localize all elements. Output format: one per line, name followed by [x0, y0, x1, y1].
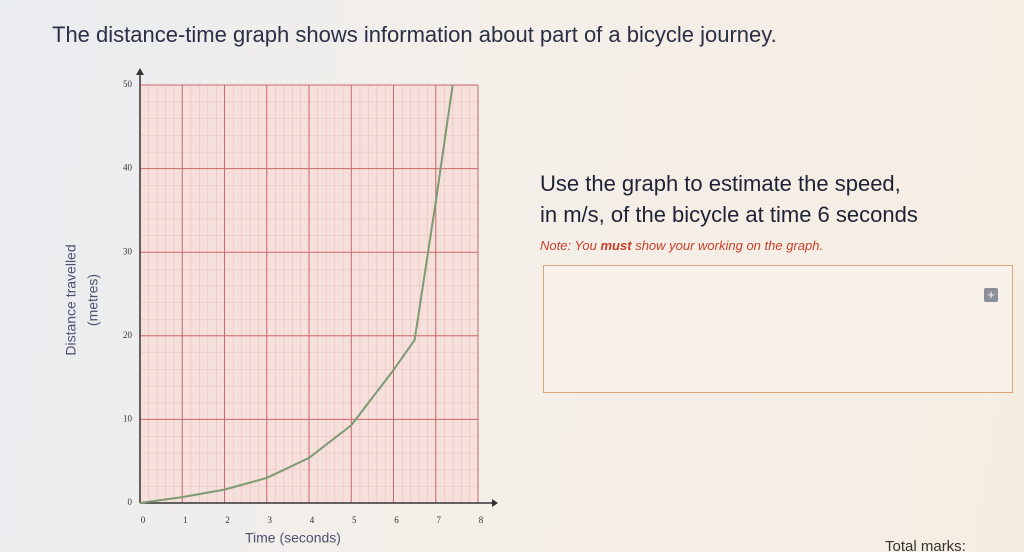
question: Use the graph to estimate the speed, in …: [540, 168, 918, 230]
total-marks: Total marks:: [885, 538, 966, 555]
x-tick-label: 4: [310, 515, 315, 525]
note: Note: You must show your working on the …: [540, 238, 823, 253]
expand-button[interactable]: +: [984, 288, 998, 302]
note-text: show your working on the graph.: [635, 238, 824, 253]
question-line: Use the graph to estimate the speed,: [540, 171, 901, 196]
y-tick-label: 50: [123, 79, 133, 89]
x-axis-arrow: [492, 499, 498, 507]
x-tick-label: 2: [225, 515, 230, 525]
graph: Time (seconds) Distance travelled (metre…: [63, 68, 498, 546]
curve: [139, 84, 454, 504]
y-tick-label: 20: [123, 330, 133, 340]
x-tick-label: 1: [183, 515, 188, 525]
y-tick-label: 30: [123, 246, 133, 256]
question-line: in m/s, of the bicycle at time 6 seconds: [540, 202, 918, 227]
y-axis-label: Distance travelled: [63, 244, 79, 355]
question-title: The distance-time graph shows informatio…: [52, 22, 777, 47]
y-axis-arrow: [136, 68, 144, 75]
x-tick-label: 3: [268, 515, 273, 525]
x-tick-label: 8: [479, 515, 484, 525]
x-tick-label: 5: [352, 515, 357, 525]
y-tick-label: 40: [123, 163, 133, 173]
x-tick-label: 0: [141, 515, 146, 525]
y-tick-label: 10: [123, 413, 133, 423]
x-tick-label: 7: [437, 515, 442, 525]
x-tick-label: 6: [394, 515, 399, 525]
x-axis-label: Time (seconds): [245, 530, 341, 546]
note-emphasis: must: [600, 238, 632, 253]
y-axis-label: (metres): [85, 274, 101, 326]
note-text: Note: You: [540, 238, 597, 253]
y-tick-label: 0: [128, 497, 133, 507]
answer-box[interactable]: +: [543, 265, 1013, 393]
